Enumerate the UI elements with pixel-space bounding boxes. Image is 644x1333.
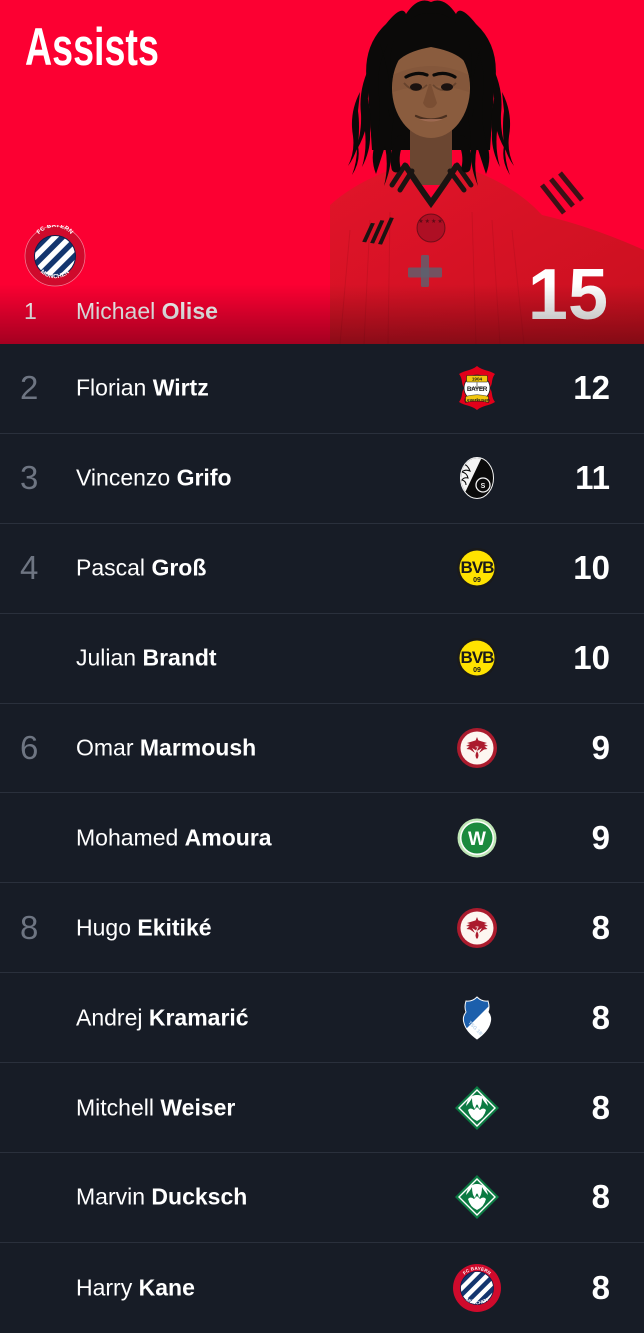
svg-text:1904: 1904: [472, 377, 483, 382]
svg-text:09: 09: [473, 667, 481, 674]
svg-text:BAYER: BAYER: [467, 386, 488, 393]
svg-text:★★★★: ★★★★: [418, 218, 444, 225]
svg-text:S: S: [481, 483, 486, 490]
svg-text:W: W: [468, 829, 486, 850]
svg-text:BVB: BVB: [461, 648, 495, 667]
svg-text:Leverkusen: Leverkusen: [464, 398, 490, 403]
svg-text:09: 09: [473, 577, 481, 584]
svg-text:BVB: BVB: [461, 558, 495, 577]
